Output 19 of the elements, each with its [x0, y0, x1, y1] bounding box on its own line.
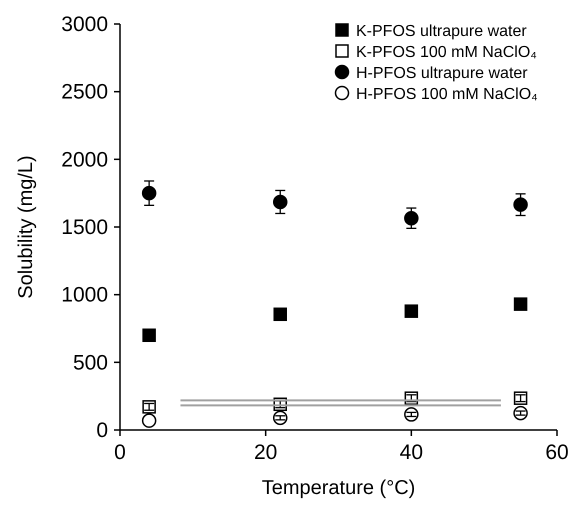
y-tick-label: 3000: [61, 13, 108, 36]
x-axis-title: Temperature (°C): [262, 477, 416, 499]
x-tick-label: 60: [545, 441, 569, 464]
point: [142, 413, 156, 428]
legend-label: H-PFOS ultrapure water: [356, 65, 528, 82]
y-tick-label: 2500: [61, 80, 108, 104]
y-tick-label: 1500: [61, 216, 108, 239]
x-tick-label: 40: [400, 441, 424, 464]
x-tick-label: 0: [114, 441, 126, 464]
y-tick-label: 1000: [61, 284, 108, 307]
y-tick-label: 500: [72, 351, 108, 374]
legend-label: K-PFOS 100 mM NaClO₄: [356, 44, 537, 61]
y-axis-title: Solubility (mg/L): [15, 155, 37, 299]
point: [513, 197, 528, 212]
x-tick-label: 20: [254, 441, 278, 464]
y-tick-label: 2000: [61, 148, 108, 172]
legend-label: H-PFOS 100 mM NaClO₄: [356, 86, 538, 103]
legend-label: K-PFOS ultrapure water: [356, 23, 528, 40]
y-tick-label: 0: [96, 419, 108, 442]
